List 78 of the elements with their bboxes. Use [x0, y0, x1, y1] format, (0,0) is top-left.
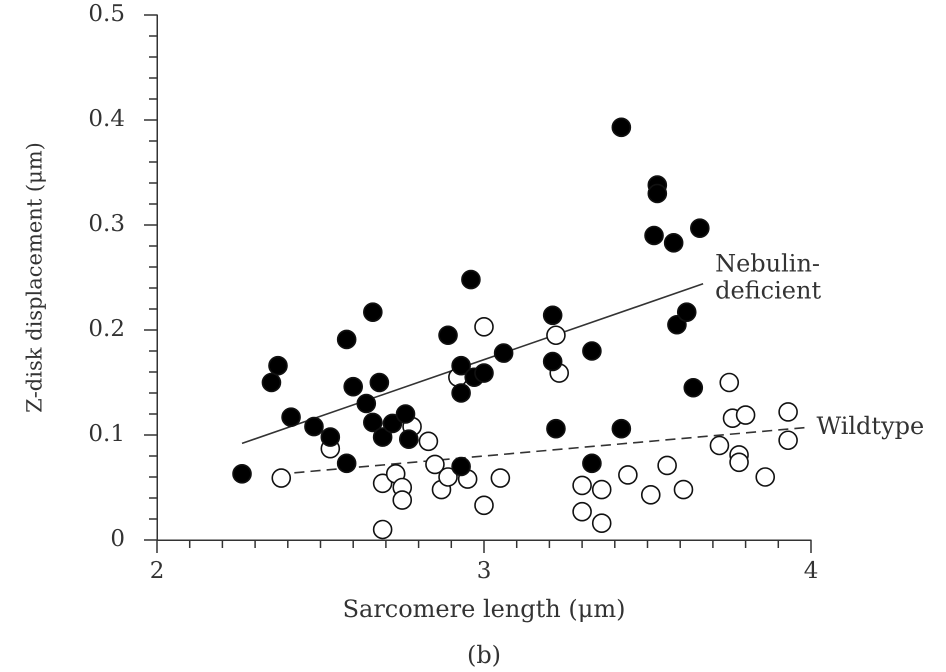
point — [268, 356, 288, 376]
point — [546, 418, 566, 438]
point — [674, 480, 694, 500]
point — [370, 372, 390, 392]
y-tick-label: 0.5 — [88, 0, 125, 27]
point — [612, 118, 632, 138]
point — [546, 325, 566, 346]
point — [343, 376, 363, 396]
point — [461, 270, 481, 290]
y-axis-title: Z-disk displacement (μm) — [22, 142, 46, 413]
point — [592, 513, 612, 533]
y-tick-label: 0.1 — [88, 420, 125, 447]
point — [392, 490, 412, 510]
point — [664, 233, 684, 253]
point — [667, 314, 687, 335]
point — [644, 226, 664, 246]
point — [451, 456, 471, 476]
point — [474, 496, 494, 516]
point — [640, 485, 661, 505]
point — [572, 502, 592, 522]
y-tick-label: 0 — [110, 526, 125, 552]
point — [372, 520, 392, 540]
point — [778, 430, 798, 450]
point — [438, 325, 458, 346]
point — [582, 341, 602, 361]
series-label: Wildtype — [816, 412, 924, 440]
point — [612, 418, 632, 438]
point — [778, 402, 798, 422]
point — [262, 372, 282, 392]
point — [382, 414, 402, 434]
point — [474, 317, 494, 337]
point — [657, 456, 677, 476]
point — [418, 432, 438, 452]
x-axis-title: Sarcomere length (μm) — [342, 595, 626, 623]
point — [281, 407, 301, 427]
point — [356, 394, 376, 414]
point — [690, 218, 710, 238]
point — [304, 416, 324, 436]
point — [474, 363, 494, 383]
point — [363, 302, 383, 322]
point — [676, 302, 697, 322]
point — [542, 306, 562, 326]
point — [494, 343, 514, 363]
y-tick-label: 0.4 — [88, 106, 125, 132]
point — [683, 378, 704, 398]
point — [438, 467, 458, 487]
x-tick-label: 4 — [804, 558, 818, 584]
point — [719, 372, 740, 392]
point — [451, 356, 471, 376]
point — [372, 427, 392, 447]
point — [396, 404, 416, 424]
point — [372, 474, 392, 494]
y-tick-label: 0.2 — [88, 316, 125, 342]
point — [592, 480, 612, 500]
point — [582, 454, 602, 474]
x-tick-label: 2 — [150, 558, 164, 584]
point — [336, 454, 356, 474]
point — [320, 427, 340, 447]
point — [398, 429, 419, 449]
point — [736, 405, 756, 425]
point — [232, 464, 252, 484]
point — [710, 436, 730, 456]
point — [425, 454, 445, 474]
point — [336, 330, 356, 350]
point — [490, 468, 510, 488]
point — [648, 184, 668, 204]
point — [618, 465, 638, 485]
point — [363, 412, 383, 432]
y-tick-label: 0.3 — [88, 210, 125, 237]
point — [572, 476, 592, 496]
series-label: Nebulin-deficient — [715, 250, 822, 305]
x-tick-label: 3 — [476, 558, 492, 584]
text: (b) — [466, 641, 502, 669]
point — [271, 468, 292, 488]
point — [729, 452, 749, 472]
point — [451, 383, 471, 403]
point — [755, 467, 776, 487]
point — [542, 352, 562, 372]
